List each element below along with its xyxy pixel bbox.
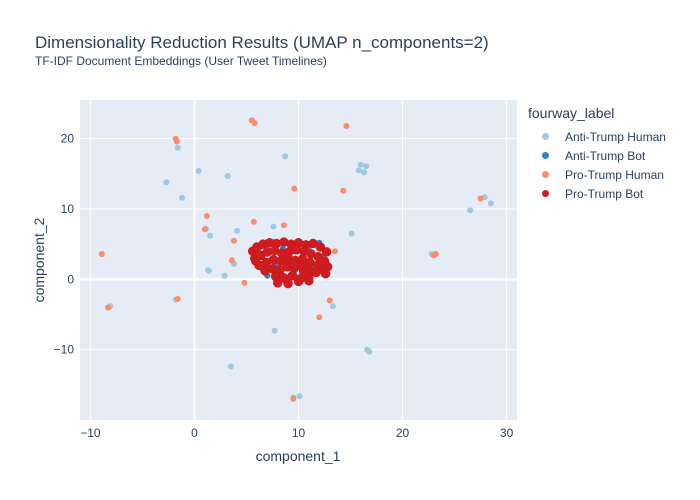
legend-item-anti-trump-bot[interactable]: Anti-Trump Bot bbox=[528, 146, 666, 165]
data-point[interactable] bbox=[163, 179, 170, 186]
data-point[interactable] bbox=[174, 144, 181, 151]
data-point[interactable] bbox=[280, 222, 287, 229]
x-tick-label: 10 bbox=[292, 426, 306, 440]
legend-marker-icon bbox=[542, 190, 549, 197]
data-point[interactable] bbox=[329, 303, 336, 310]
y-tick-label: 0 bbox=[67, 272, 74, 286]
data-point[interactable] bbox=[174, 296, 181, 302]
data-point[interactable] bbox=[251, 120, 258, 127]
data-point[interactable] bbox=[316, 314, 323, 321]
legend-marker-icon bbox=[542, 152, 549, 159]
data-point[interactable] bbox=[282, 153, 288, 160]
data-point[interactable] bbox=[283, 278, 293, 289]
legend-label: Pro-Trump Bot bbox=[565, 186, 644, 201]
data-point[interactable] bbox=[296, 393, 303, 400]
data-point[interactable] bbox=[105, 304, 112, 311]
data-point[interactable] bbox=[234, 227, 241, 234]
data-point[interactable] bbox=[250, 218, 257, 225]
data-point[interactable] bbox=[363, 163, 370, 170]
series-anti-trump-human bbox=[107, 144, 494, 401]
data-point[interactable] bbox=[251, 256, 261, 266]
data-point[interactable] bbox=[357, 161, 364, 168]
legend-label: Pro-Trump Human bbox=[565, 167, 664, 182]
data-points bbox=[98, 117, 494, 402]
data-point[interactable] bbox=[221, 272, 228, 279]
legend-title: fourway_label bbox=[528, 105, 615, 121]
data-point[interactable] bbox=[331, 248, 338, 255]
data-point[interactable] bbox=[304, 275, 314, 286]
x-tick-label: 30 bbox=[500, 426, 514, 440]
data-point[interactable] bbox=[288, 259, 299, 269]
data-point[interactable] bbox=[291, 185, 298, 192]
data-point[interactable] bbox=[488, 200, 494, 207]
y-axis-label: component_2 bbox=[31, 217, 47, 302]
data-point[interactable] bbox=[366, 348, 373, 355]
data-point[interactable] bbox=[348, 230, 355, 237]
x-tick-label: −10 bbox=[80, 426, 101, 440]
legend-marker-icon bbox=[542, 133, 549, 140]
x-tick-label: 20 bbox=[396, 426, 410, 440]
legend-label: Anti-Trump Bot bbox=[565, 148, 646, 163]
x-tick-label: 0 bbox=[191, 426, 198, 440]
data-point[interactable] bbox=[272, 278, 283, 288]
data-point[interactable] bbox=[224, 173, 231, 179]
legend-item-pro-trump-bot[interactable]: Pro-Trump Bot bbox=[528, 184, 666, 203]
data-point[interactable] bbox=[321, 247, 332, 257]
data-point[interactable] bbox=[195, 168, 202, 174]
y-tick-label: 20 bbox=[61, 132, 75, 146]
legend-marker-icon bbox=[542, 171, 549, 178]
legend-item-anti-trump-human[interactable]: Anti-Trump Human bbox=[528, 127, 666, 146]
data-point[interactable] bbox=[290, 395, 297, 402]
legend-item-pro-trump-human[interactable]: Pro-Trump Human bbox=[528, 165, 666, 184]
chart-title: Dimensionality Reduction Results (UMAP n… bbox=[35, 33, 489, 52]
data-point[interactable] bbox=[293, 276, 304, 287]
data-point[interactable] bbox=[227, 363, 234, 370]
series-pro-trump-bot bbox=[247, 237, 333, 289]
data-point[interactable] bbox=[270, 223, 277, 230]
axis-ticks: −10 0 10 20 30 −10 0 10 20 bbox=[54, 132, 514, 440]
data-point[interactable] bbox=[203, 213, 210, 219]
data-point[interactable] bbox=[340, 187, 347, 194]
data-point[interactable] bbox=[315, 242, 326, 252]
data-point[interactable] bbox=[201, 226, 208, 233]
data-point[interactable] bbox=[343, 123, 350, 129]
legend: fourway_label Anti-Trump Human Anti-Trum… bbox=[528, 105, 666, 203]
data-point[interactable] bbox=[326, 297, 333, 304]
data-point[interactable] bbox=[355, 167, 362, 174]
data-point[interactable] bbox=[430, 252, 437, 259]
data-point[interactable] bbox=[477, 195, 484, 202]
y-tick-label: 10 bbox=[61, 202, 75, 216]
legend-label: Anti-Trump Human bbox=[565, 129, 666, 144]
data-point[interactable] bbox=[271, 327, 278, 334]
data-point[interactable] bbox=[298, 266, 309, 277]
x-axis-label: component_1 bbox=[256, 448, 341, 464]
data-point[interactable] bbox=[467, 207, 474, 214]
data-point[interactable] bbox=[361, 169, 368, 176]
data-point[interactable] bbox=[228, 257, 235, 264]
chart-subtitle: TF-IDF Document Embeddings (User Tweet T… bbox=[35, 54, 327, 68]
data-point[interactable] bbox=[179, 194, 185, 201]
data-point[interactable] bbox=[241, 279, 248, 286]
data-point[interactable] bbox=[311, 267, 321, 278]
data-point[interactable] bbox=[320, 268, 331, 279]
data-point[interactable] bbox=[207, 232, 214, 239]
data-point[interactable] bbox=[173, 138, 180, 145]
y-tick-label: −10 bbox=[54, 343, 75, 357]
data-point[interactable] bbox=[206, 267, 212, 274]
data-point[interactable] bbox=[231, 237, 237, 244]
data-point[interactable] bbox=[98, 251, 105, 257]
